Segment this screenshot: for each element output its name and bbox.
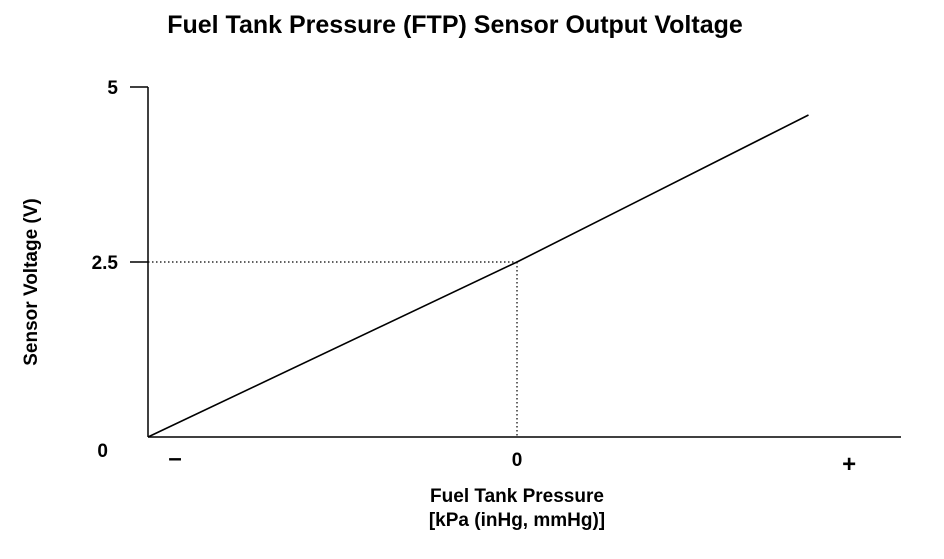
x-tick-label-1: 0 [512, 450, 523, 471]
y-axis-label: Sensor Voltage (V) [21, 198, 42, 366]
y-tick-label-0: 0 [97, 441, 108, 462]
reference-lines [148, 261, 518, 437]
x-ticks: – 0 + [168, 445, 856, 478]
chart-title: Fuel Tank Pressure (FTP) Sensor Output V… [167, 11, 743, 39]
series-line-0 [147, 114, 809, 438]
x-tick-label-2: + [842, 451, 856, 478]
series-group [147, 114, 809, 438]
x-tick-label-0: – [168, 445, 181, 472]
y-tick-label-2: 5 [107, 78, 118, 99]
y-ticks: 02.55 [92, 78, 148, 462]
x-axis-units-label: [kPa (inHg, mmHg)] [429, 510, 605, 531]
x-axis-label: Fuel Tank Pressure [430, 486, 604, 507]
y-tick-label-1: 2.5 [92, 253, 119, 274]
